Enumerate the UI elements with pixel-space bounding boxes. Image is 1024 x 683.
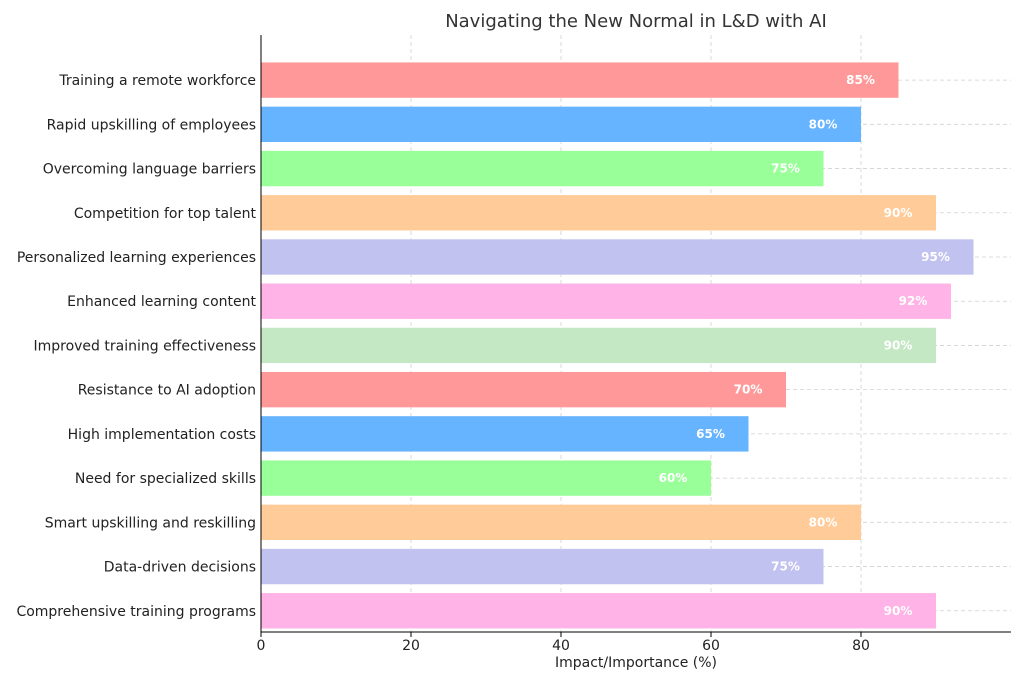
- category-label-5: Enhanced learning content: [67, 294, 256, 310]
- bar-6: [261, 327, 936, 364]
- bar-8: [261, 416, 749, 452]
- value-label-7: 70%: [734, 383, 763, 397]
- bar-9: [261, 460, 711, 496]
- value-label-0: 85%: [846, 73, 875, 87]
- chart-title: Navigating the New Normal in L&D with AI: [445, 11, 827, 32]
- value-label-5: 92%: [899, 294, 928, 308]
- value-label-9: 60%: [659, 471, 688, 485]
- value-label-6: 90%: [884, 338, 913, 352]
- value-label-12: 90%: [884, 604, 913, 618]
- bar-5: [261, 283, 951, 319]
- category-label-9: Need for specialized skills: [75, 471, 256, 487]
- bar-0: [261, 62, 899, 98]
- x-tick-label-1: 20: [402, 638, 420, 654]
- value-label-2: 75%: [771, 162, 800, 176]
- bar-1: [261, 106, 861, 143]
- category-label-2: Overcoming language barriers: [43, 162, 256, 178]
- x-axis-label: Impact/Importance (%): [555, 655, 717, 671]
- x-tick-label-2: 40: [552, 638, 570, 654]
- value-label-1: 80%: [809, 117, 838, 131]
- bar-11: [261, 548, 824, 585]
- category-label-4: Personalized learning experiences: [17, 250, 256, 266]
- value-label-11: 75%: [771, 560, 800, 574]
- category-label-10: Smart upskilling and reskilling: [45, 515, 256, 531]
- axes: [260, 35, 1011, 637]
- value-label-4: 95%: [921, 250, 950, 264]
- category-label-1: Rapid upskilling of employees: [47, 117, 256, 133]
- bar-3: [261, 195, 936, 231]
- x-tick-labels: 0 20 40 60 80: [257, 638, 870, 654]
- bar-7: [261, 371, 786, 408]
- category-label-12: Comprehensive training programs: [16, 604, 256, 620]
- category-label-0: Training a remote workforce: [58, 73, 256, 89]
- category-label-8: High implementation costs: [68, 427, 256, 443]
- category-label-3: Competition for top talent: [74, 206, 257, 222]
- bars: [261, 62, 974, 629]
- bar-2: [261, 150, 824, 187]
- bar-10: [261, 504, 861, 541]
- x-tick-label-0: 0: [257, 638, 266, 654]
- x-tick-label-4: 80: [852, 638, 870, 654]
- value-label-10: 80%: [809, 515, 838, 529]
- category-label-6: Improved training effectiveness: [33, 338, 256, 354]
- bar-12: [261, 593, 936, 629]
- value-label-3: 90%: [884, 206, 913, 220]
- value-label-8: 65%: [696, 427, 725, 441]
- x-tick-label-3: 60: [702, 638, 720, 654]
- category-label-11: Data-driven decisions: [104, 560, 256, 576]
- category-labels: Training a remote workforce Rapid upskill…: [16, 73, 256, 620]
- category-label-7: Resistance to AI adoption: [78, 383, 256, 399]
- value-labels: 85% 80% 75% 90% 95% 92% 90% 70% 65% 60% 80% 75% 90%: [659, 73, 950, 618]
- bar-4: [261, 239, 974, 275]
